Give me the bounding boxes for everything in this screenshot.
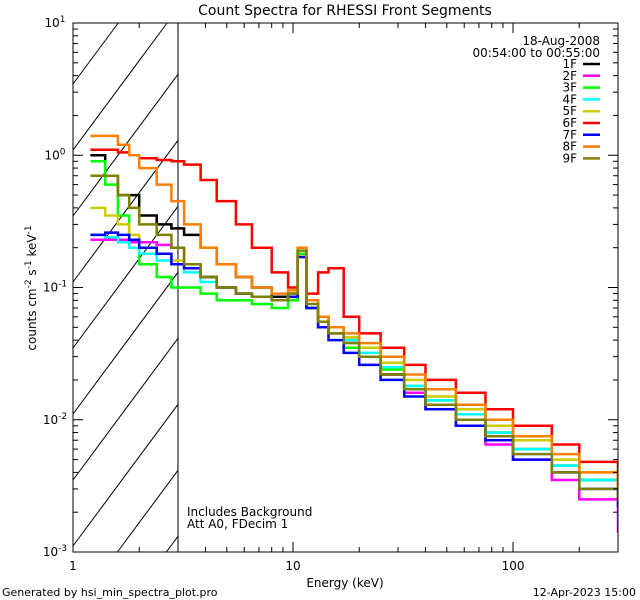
x-tick-label: 10 [285, 559, 300, 573]
hatch-line [72, 206, 179, 349]
legend-label-5F: 5F [562, 104, 577, 118]
hatch-line [72, 22, 119, 85]
y-tick-label: 100 [44, 147, 65, 162]
hatch-line [72, 22, 168, 151]
y-tick-label: 10-2 [43, 412, 67, 427]
hatch-line [165, 536, 179, 553]
y-axis-label: counts cm-2 s-1 keV-1 [24, 225, 39, 350]
legend-label-3F: 3F [562, 81, 577, 95]
y-tick-label: 10-3 [43, 544, 67, 559]
hatched-region [72, 22, 179, 553]
generated-date: 12-Apr-2023 15:00 [533, 586, 636, 599]
legend-label-8F: 8F [562, 140, 577, 154]
chart-title: Count Spectra for RHESSI Front Segments [198, 3, 492, 19]
series-line-8F [90, 134, 618, 489]
atten-note: Att A0, FDecim 1 [187, 517, 288, 531]
y-tick-label: 10-1 [43, 280, 67, 295]
hatch-line [72, 338, 179, 481]
hatch-line [72, 272, 179, 415]
hatch-line [72, 404, 179, 547]
series-line-7F [90, 231, 618, 507]
x-axis-label: Energy (keV) [306, 576, 383, 590]
legend-label-4F: 4F [562, 92, 577, 106]
series-line-6F [90, 148, 618, 486]
x-tick-label: 100 [502, 559, 525, 573]
y-tick-label: 101 [44, 15, 65, 30]
date-annotation: 18-Aug-2008 [522, 34, 600, 48]
legend-label-1F: 1F [562, 57, 577, 71]
legend-label-7F: 7F [562, 128, 577, 142]
series-line-1F [90, 154, 618, 493]
hatch-line [72, 140, 179, 283]
time-range-annotation: 00:54:00 to 00:55:00 [473, 46, 600, 60]
background-note: Includes Background [187, 505, 312, 519]
plot-frame [72, 22, 619, 553]
series-line-3F [90, 160, 618, 493]
x-tick-label: 1 [69, 559, 77, 573]
generated-by: Generated by hsi_min_spectra_plot.pro [2, 586, 218, 599]
hatch-line [116, 470, 179, 553]
series-line-9F [90, 174, 618, 502]
legend-label-2F: 2F [562, 69, 577, 83]
legend-label-9F: 9F [562, 151, 577, 165]
legend-label-6F: 6F [562, 116, 577, 130]
